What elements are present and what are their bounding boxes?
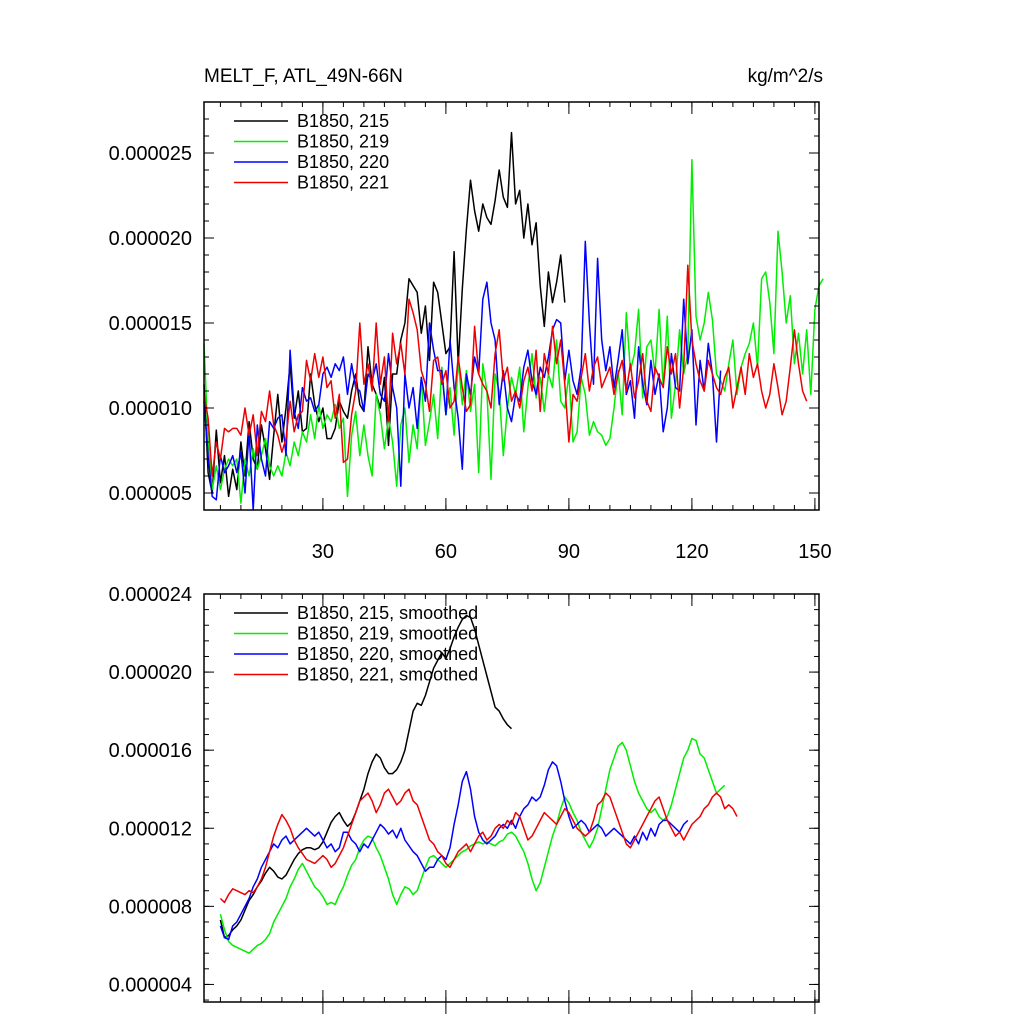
series-line-4 [203,264,808,477]
legend-label: B1850, 220 [297,152,389,172]
legend-label: B1850, 215, smoothed [297,603,478,623]
bottom-panel-series [219,614,738,954]
legend-label: B1850, 220, smoothed [297,644,478,664]
legend-label: B1850, 219, smoothed [297,624,478,644]
x-tick-label: 90 [558,541,580,563]
x-tick-label: 30 [312,541,334,563]
x-tick-label: 150 [798,541,831,563]
y-tick-label: 0.000015 [109,313,192,335]
y-tick-label: 0.000020 [109,662,192,684]
y-tick-label: 0.000024 [109,584,192,606]
x-tick-label: 60 [435,541,457,563]
bottom-panel-ticks: 0.000004 0.000008 0.000012 0.000016 0.000020… [109,584,819,1014]
y-tick-label: 0.000020 [109,228,192,250]
y-tick-label: 0.000008 [109,896,192,918]
y-tick-label: 0.000016 [109,740,192,762]
top-panel-series [203,131,824,511]
legend-label: B1850, 221 [297,173,389,193]
top-panel: 0.000005 0.000010 0.000015 0.000020 0.000025… [109,101,832,563]
y-tick-label: 0.000012 [109,818,192,840]
x-tick-label: 120 [675,541,708,563]
series-line-1 [219,614,513,939]
units-label: kg/m^2/s [748,66,823,87]
legend-label: B1850, 215 [297,111,389,131]
series-line-2 [203,159,824,504]
y-tick-label: 0.000005 [109,483,192,505]
y-tick-label: 0.000004 [109,974,192,996]
series-line-3 [219,761,689,941]
bottom-panel: 0.000004 0.000008 0.000012 0.000016 0.000020… [109,584,820,1014]
legend-label: B1850, 219 [297,132,389,152]
top-panel-ticks: 0.000005 0.000010 0.000015 0.000020 0.000025… [109,101,832,563]
series-line-1 [203,131,566,498]
plot-title: MELT_F, ATL_49N-66N [204,66,403,87]
series-line-4 [219,788,738,904]
series-line-3 [203,240,722,511]
y-tick-label: 0.000010 [109,398,192,420]
y-tick-label: 0.000025 [109,143,192,165]
bottom-panel-frame [203,593,820,1003]
series-line-2 [219,737,726,954]
legend-label: B1850, 221, smoothed [297,665,478,685]
